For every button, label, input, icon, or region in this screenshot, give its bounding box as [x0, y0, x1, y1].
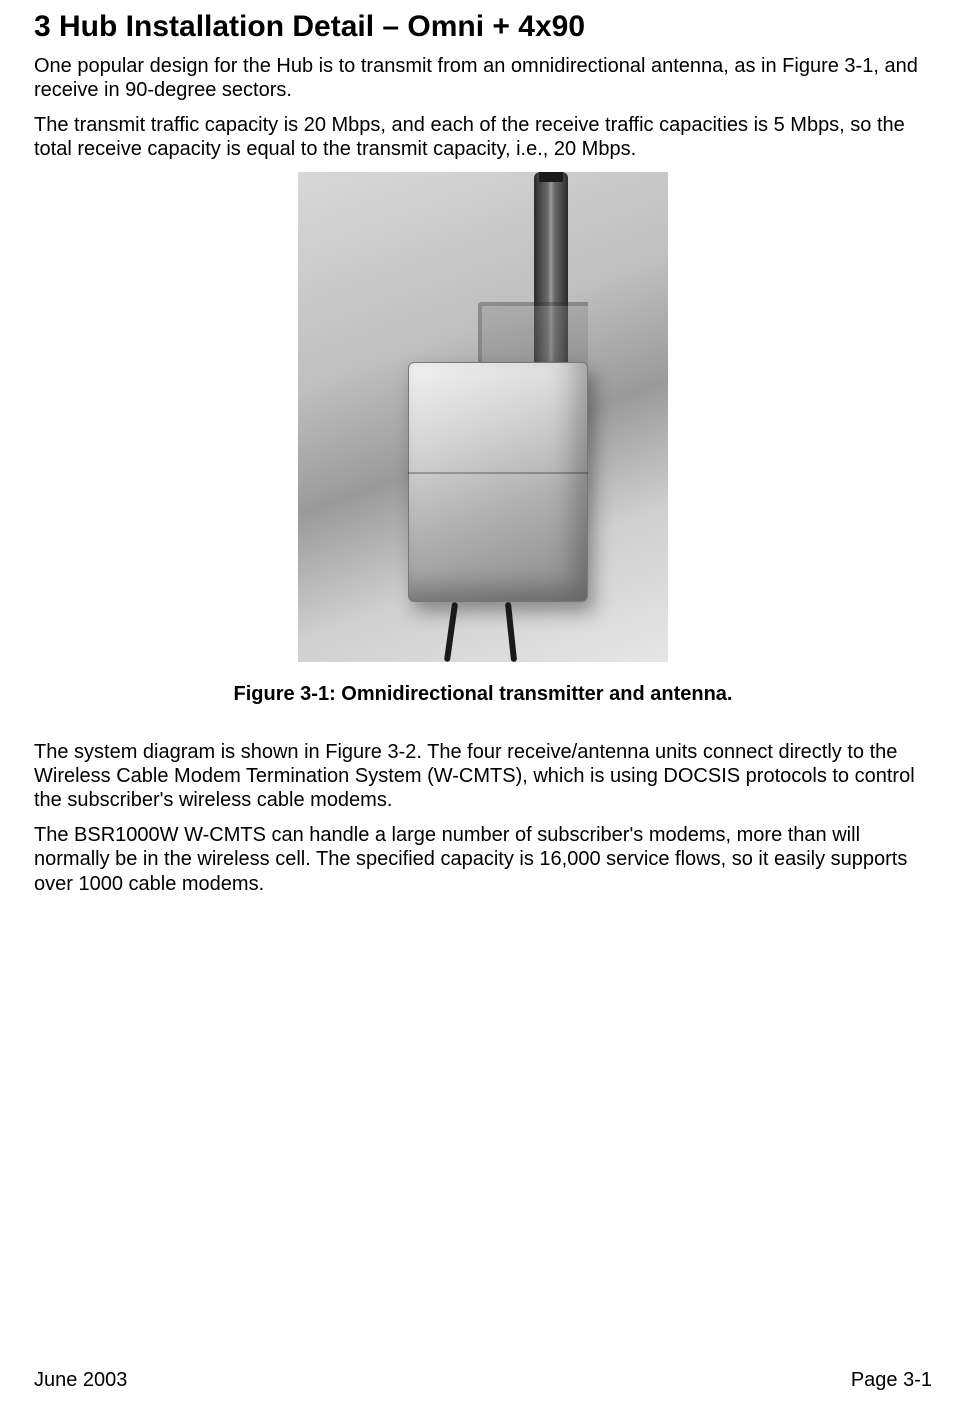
antenna-tip-shape [539, 172, 563, 182]
page: 3 Hub Installation Detail – Omni + 4x90 … [0, 0, 966, 1418]
paragraph-4: The BSR1000W W-CMTS can handle a large n… [34, 823, 932, 896]
paragraph-1: One popular design for the Hub is to tra… [34, 54, 932, 103]
paragraph-2: The transmit traffic capacity is 20 Mbps… [34, 113, 932, 162]
figure-image-placeholder [298, 172, 668, 662]
transmitter-seam-shape [408, 472, 588, 474]
figure-caption: Figure 3-1: Omnidirectional transmitter … [34, 683, 932, 706]
footer-date: June 2003 [34, 1369, 127, 1392]
figure-3-1: Figure 3-1: Omnidirectional transmitter … [34, 172, 932, 706]
transmitter-body-shape [408, 362, 588, 602]
footer-page-number: Page 3-1 [851, 1369, 932, 1392]
paragraph-3: The system diagram is shown in Figure 3-… [34, 740, 932, 813]
cable-shape-2 [505, 601, 517, 661]
cable-shape-1 [444, 601, 458, 661]
section-heading: 3 Hub Installation Detail – Omni + 4x90 [34, 0, 932, 54]
page-footer: June 2003 Page 3-1 [34, 1369, 932, 1392]
